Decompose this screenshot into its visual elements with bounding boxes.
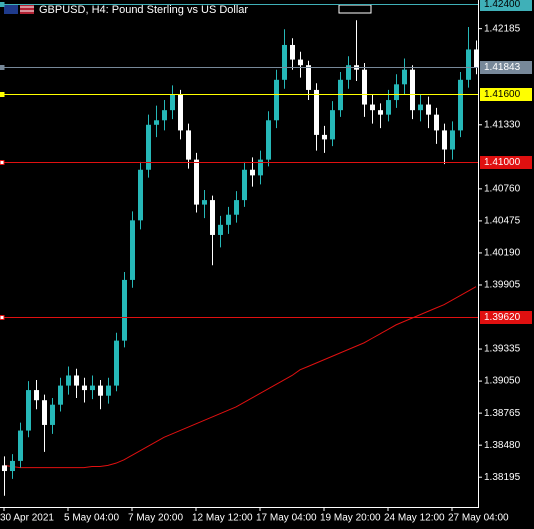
candle-body [18, 430, 23, 461]
level-label: 1.39620 [484, 312, 521, 323]
level-label-box [480, 156, 532, 169]
level-label-box [480, 61, 532, 74]
candle-body [42, 400, 47, 425]
x-tick-label: 19 May 20:00 [320, 513, 381, 524]
candle-body [442, 130, 447, 150]
candle-body [466, 49, 471, 80]
level-label: 1.41843 [484, 62, 521, 73]
candle-body [218, 224, 223, 235]
candle-body [154, 120, 159, 125]
candle-body [26, 390, 31, 431]
y-tick-label: 1.38195 [484, 472, 521, 483]
x-tick-label: 7 May 20:00 [128, 513, 183, 524]
level-handle [0, 315, 5, 320]
level-handle [0, 92, 5, 97]
x-tick-label: 5 May 04:00 [64, 513, 119, 524]
candle-body [314, 89, 319, 135]
candle-body [306, 65, 311, 90]
candle-body [410, 69, 415, 111]
level-label: 1.41600 [484, 89, 521, 100]
level-handle [0, 2, 5, 7]
candle-body [130, 220, 135, 280]
candle-body [162, 110, 167, 121]
candle-body [34, 390, 39, 401]
candle-body [234, 200, 239, 215]
level-label-box [480, 0, 532, 11]
y-tick-label: 1.39905 [484, 280, 521, 291]
y-tick-label: 1.40190 [484, 248, 521, 259]
candle-body [90, 385, 95, 391]
chart-title: GBPUSD, H4: Pound Sterling vs US Dollar [39, 4, 248, 16]
x-tick-label: 17 May 04:00 [256, 513, 317, 524]
level-handle [0, 160, 5, 165]
y-tick-label: 1.39335 [484, 344, 521, 355]
y-tick-label: 1.38480 [484, 440, 521, 451]
candle-body [274, 79, 279, 121]
level-handle [0, 65, 5, 70]
candle-body [82, 385, 87, 391]
candle-body [122, 279, 127, 341]
x-tick-label: 27 May 04:00 [448, 513, 509, 524]
x-tick-label: 24 May 12:00 [384, 513, 445, 524]
x-tick-label: 12 May 12:00 [192, 513, 253, 524]
candle-body [242, 169, 247, 201]
candle-body [282, 44, 287, 80]
candle-body [330, 110, 335, 140]
candle-body [362, 69, 367, 105]
candle-body [226, 214, 231, 225]
candle-body [402, 69, 407, 85]
candle-body [346, 65, 351, 80]
candle-body [98, 385, 103, 396]
candle-body [178, 94, 183, 131]
level-label: 1.42400 [484, 0, 521, 10]
candle-body [370, 104, 375, 111]
y-tick-label: 1.39050 [484, 376, 521, 387]
candle-body [434, 114, 439, 131]
y-tick-label: 1.40760 [484, 184, 521, 195]
candle-body [10, 460, 15, 472]
candle-body [458, 79, 463, 131]
level-label-box [480, 88, 532, 101]
candle-body [250, 169, 255, 176]
y-tick-label: 1.41330 [484, 119, 521, 130]
candle-body [2, 465, 7, 472]
level-label-box [480, 311, 532, 324]
candle-body [170, 94, 175, 111]
candle-body [146, 124, 151, 170]
candle-body [378, 110, 383, 115]
y-tick-label: 1.38765 [484, 408, 521, 419]
candle-body [266, 120, 271, 160]
y-tick-label: 1.42185 [484, 23, 521, 34]
candle-body [138, 169, 143, 221]
y-tick-label: 1.40475 [484, 216, 521, 227]
candle-body [474, 49, 479, 68]
candle-body [66, 375, 71, 386]
candle-body [322, 134, 327, 140]
candle-body [50, 404, 55, 425]
candle-body [394, 84, 399, 101]
candle-body [258, 159, 263, 176]
candle-body [202, 200, 207, 205]
candle-body [106, 385, 111, 396]
candle-body [74, 375, 79, 386]
candle-body [426, 104, 431, 115]
moving-average [3, 286, 477, 469]
candle-body [194, 159, 199, 205]
candle-body [418, 104, 423, 111]
candle-body [186, 130, 191, 160]
candle-body [386, 100, 391, 115]
candle-body [290, 44, 295, 60]
level-label: 1.41000 [484, 157, 521, 168]
flag-icon [4, 4, 34, 14]
candle-body [58, 385, 63, 405]
candle-body [210, 200, 215, 235]
candle-body [450, 130, 455, 150]
candle-body [298, 59, 303, 66]
candle-body [114, 340, 119, 386]
x-tick-label: 30 Apr 2021 [0, 513, 54, 524]
